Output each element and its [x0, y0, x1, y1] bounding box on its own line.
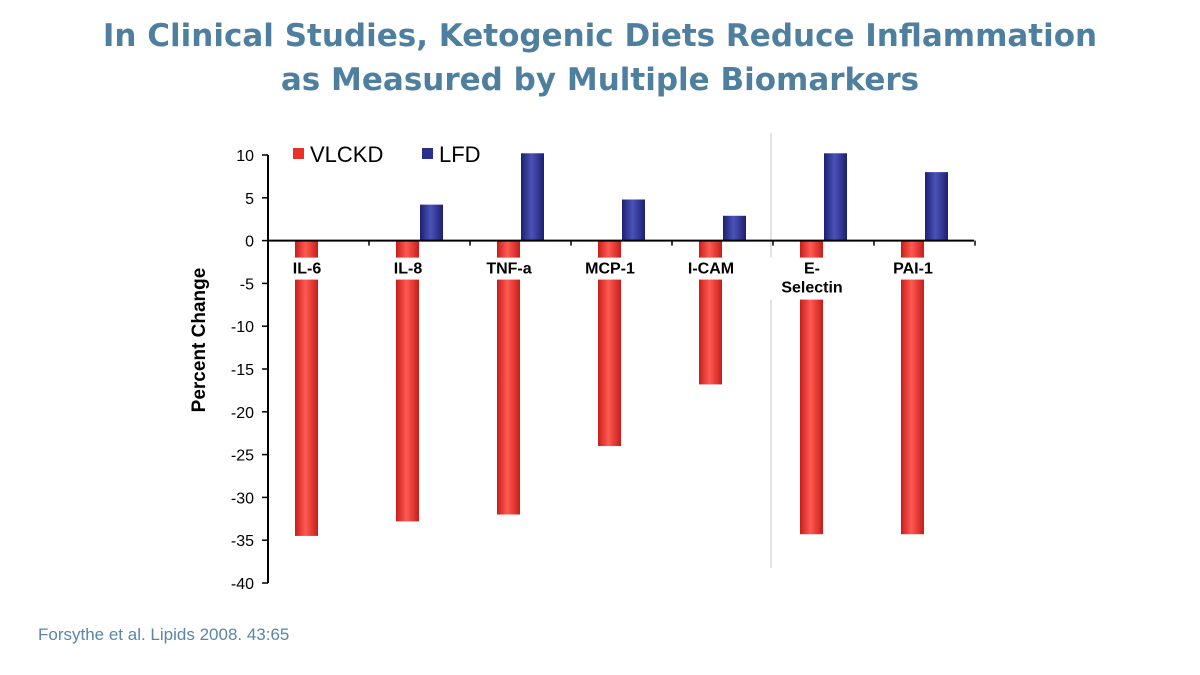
category-label-text: IL-6 — [293, 261, 322, 278]
y-tick-label: 10 — [236, 148, 254, 165]
category-label-background — [284, 257, 330, 280]
y-tick-label: -40 — [231, 576, 254, 593]
bar-vlckd — [396, 240, 419, 522]
y-tick-label: -10 — [231, 319, 254, 336]
bars-layer — [295, 153, 948, 536]
category-label: I-CAM — [683, 257, 739, 280]
category-label-text: I-CAM — [688, 261, 734, 278]
category-label: E-Selectin — [769, 257, 855, 300]
category-label: PAI-1 — [885, 257, 941, 280]
bar-lfd — [824, 153, 847, 241]
legend-label: LFD — [439, 142, 481, 167]
y-tick-label: -20 — [231, 405, 254, 422]
category-label-background — [683, 257, 739, 280]
y-tick-label: -35 — [231, 533, 254, 550]
bar-lfd — [622, 199, 645, 241]
slide-title-line-1: In Clinical Studies, Ketogenic Diets Red… — [102, 18, 1098, 54]
bar-lfd — [723, 215, 746, 241]
y-tick-label: -30 — [231, 490, 254, 507]
y-tick-label: -25 — [231, 448, 254, 465]
y-tick-label: -15 — [231, 362, 254, 379]
legend: VLCKD LFD — [293, 142, 481, 167]
category-label-background — [582, 257, 638, 280]
category-label: MCP-1 — [582, 257, 638, 280]
category-label: IL-8 — [385, 257, 431, 280]
category-label: IL-6 — [284, 257, 330, 280]
y-axis-label: Percent Change — [189, 268, 210, 413]
legend-label: VLCKD — [310, 142, 383, 167]
category-label-background — [885, 257, 941, 280]
category-label-background — [481, 257, 537, 280]
category-label: TNF-a — [481, 257, 537, 280]
slide-title: In Clinical Studies, Ketogenic Diets Red… — [0, 14, 1200, 102]
slide-title-line-2: as Measured by Multiple Biomarkers — [280, 62, 920, 98]
category-label-background — [385, 257, 431, 280]
y-tick-label: -5 — [240, 276, 254, 293]
bar-lfd — [420, 204, 443, 241]
bar-lfd — [521, 153, 544, 241]
y-tick-label: 5 — [245, 191, 254, 208]
category-labels-layer: IL-6 IL-8 TNF-a MCP-1 I-CAM E-Selectin PAI-1 — [284, 257, 941, 300]
y-ticks-layer: 10 5 0 -5 -10 -15 -20 -25 -30 -35 -40 — [231, 148, 268, 593]
bar-lfd — [925, 172, 948, 241]
category-label-text: PAI-1 — [893, 261, 933, 278]
legend-swatch — [293, 148, 304, 159]
legend-item: LFD — [422, 142, 481, 167]
bar-vlckd — [497, 240, 520, 515]
legend-swatch — [422, 148, 433, 159]
bar-vlckd — [598, 240, 621, 447]
category-label-text: MCP-1 — [585, 261, 635, 278]
bar-vlckd — [901, 240, 924, 535]
citation-source: Forsythe et al. Lipids 2008. 43:65 — [38, 625, 290, 644]
legend-item: VLCKD — [293, 142, 383, 167]
y-tick-label: 0 — [245, 234, 254, 251]
category-label-text: E-Selectin — [781, 261, 842, 297]
bar-vlckd — [800, 240, 823, 535]
bar-vlckd — [295, 240, 318, 536]
category-label-text: IL-8 — [394, 261, 423, 278]
axes-layer — [267, 155, 976, 583]
category-label-text: TNF-a — [486, 261, 531, 278]
category-label-background — [769, 257, 855, 300]
